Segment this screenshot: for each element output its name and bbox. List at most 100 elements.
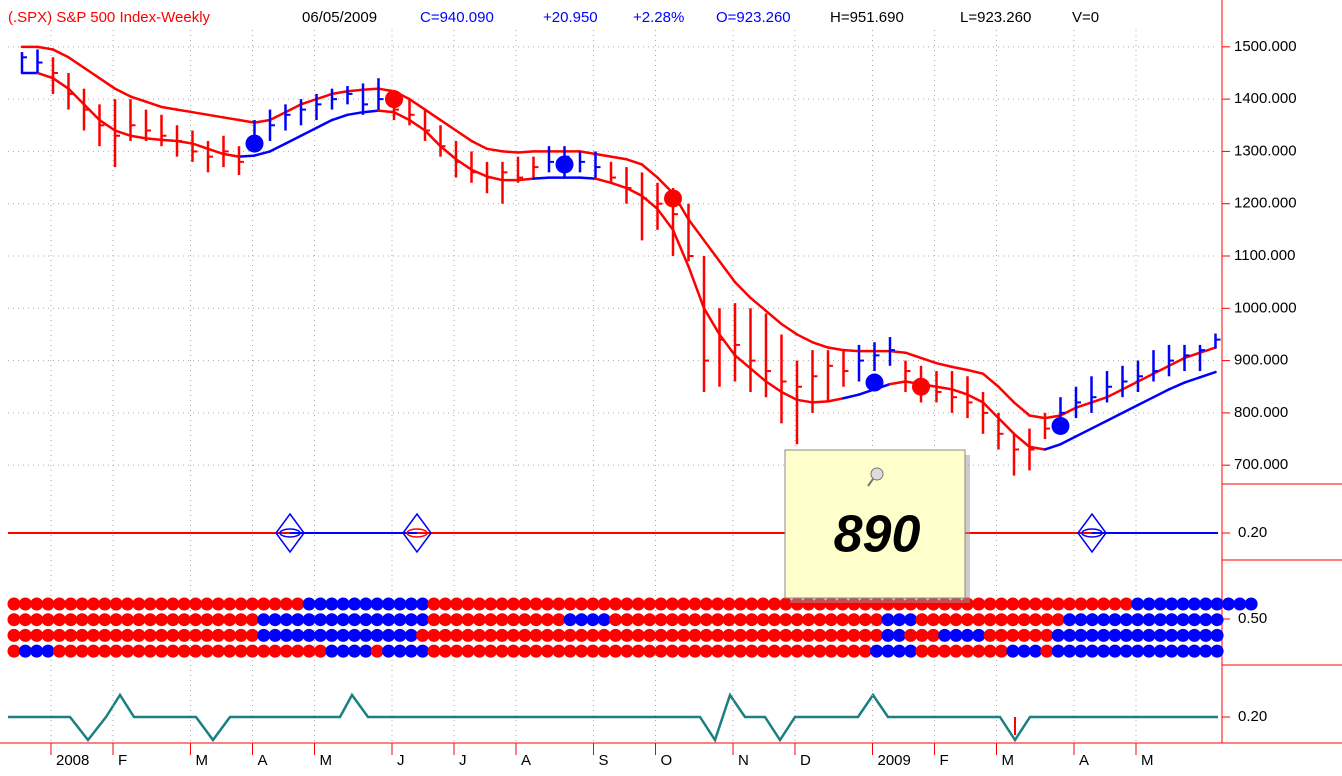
state-dot <box>370 644 384 658</box>
state-dot <box>1097 613 1111 627</box>
state-dot <box>143 597 157 611</box>
state-dot <box>155 644 169 658</box>
state-dot <box>552 613 566 627</box>
state-dot <box>870 644 884 658</box>
lower-band <box>981 401 1000 420</box>
state-dot <box>18 644 32 658</box>
state-dot <box>1097 644 1111 658</box>
state-dot <box>1119 628 1133 642</box>
state-dot <box>1244 597 1258 611</box>
lower-band <box>82 103 101 122</box>
state-dot <box>904 628 918 642</box>
state-dot <box>699 613 713 627</box>
state-dot <box>1006 613 1020 627</box>
state-dot <box>336 597 350 611</box>
state-dot <box>1187 597 1201 611</box>
state-dot <box>427 597 441 611</box>
state-dot <box>552 628 566 642</box>
state-dot <box>370 597 384 611</box>
state-dot <box>132 613 146 627</box>
lower-band <box>129 134 148 140</box>
state-dot <box>540 597 554 611</box>
state-dot <box>847 644 861 658</box>
state-dot <box>223 644 237 658</box>
panel-tick-label: 0.50 <box>1238 610 1267 627</box>
state-dot <box>1074 644 1088 658</box>
state-dot <box>75 644 89 658</box>
state-dot <box>1199 613 1213 627</box>
upper-band <box>1198 346 1217 354</box>
state-dot <box>870 613 884 627</box>
state-dot <box>733 628 747 642</box>
state-dot <box>915 644 929 658</box>
state-dot <box>824 644 838 658</box>
state-dot <box>450 644 464 658</box>
state-dot <box>109 597 123 611</box>
state-dot <box>1085 628 1099 642</box>
signal-dot <box>1051 416 1070 435</box>
state-dot <box>529 644 543 658</box>
state-dot <box>1074 613 1088 627</box>
state-dot <box>313 628 327 642</box>
lower-band <box>811 400 830 404</box>
state-dot <box>1221 597 1235 611</box>
state-dot <box>291 597 305 611</box>
state-dot <box>1165 597 1179 611</box>
state-dot <box>268 628 282 642</box>
upper-band <box>687 218 706 242</box>
state-dot <box>109 644 123 658</box>
state-dot <box>938 644 952 658</box>
upper-band <box>191 110 210 117</box>
state-dot <box>438 644 452 658</box>
state-dot <box>711 613 725 627</box>
state-dot <box>7 597 21 611</box>
state-dot <box>1187 628 1201 642</box>
state-dot <box>52 644 66 658</box>
state-dot <box>506 613 520 627</box>
state-dot <box>1085 597 1099 611</box>
state-dot <box>86 644 100 658</box>
state-dot <box>438 628 452 642</box>
state-dot <box>994 613 1008 627</box>
state-dot <box>506 597 520 611</box>
state-dot <box>18 613 32 627</box>
state-dot <box>575 613 588 627</box>
state-dot <box>427 613 441 627</box>
upper-band <box>1043 414 1062 420</box>
state-dot <box>1119 597 1133 611</box>
state-dot <box>779 597 793 611</box>
state-dot <box>654 613 668 627</box>
state-dot <box>1017 628 1031 642</box>
state-dot <box>1153 613 1167 627</box>
state-dot <box>416 597 430 611</box>
state-dot <box>699 597 713 611</box>
state-dot <box>416 628 430 642</box>
state-dot <box>30 644 44 658</box>
state-dot <box>722 597 736 611</box>
state-dot <box>915 628 929 642</box>
state-dot <box>586 644 600 658</box>
state-dot <box>1029 597 1042 611</box>
upper-band <box>1012 401 1031 417</box>
state-dot <box>359 628 373 642</box>
x-tick-label: J <box>459 752 467 769</box>
state-dot <box>711 644 725 658</box>
state-dot <box>733 597 747 611</box>
state-dot <box>132 628 146 642</box>
state-dot <box>166 628 180 642</box>
state-dot <box>699 644 713 658</box>
lower-band <box>160 138 179 143</box>
lower-band <box>966 393 985 404</box>
lower-band <box>1043 443 1062 451</box>
state-dot <box>234 628 248 642</box>
state-dot <box>756 597 770 611</box>
state-dot <box>86 597 100 611</box>
state-dot <box>802 613 815 627</box>
state-dot <box>64 597 78 611</box>
state-dot <box>1165 613 1179 627</box>
state-dot <box>495 644 509 658</box>
state-dot <box>1153 644 1167 658</box>
state-dot <box>1097 597 1111 611</box>
state-dot <box>1199 644 1213 658</box>
state-dot <box>926 613 940 627</box>
